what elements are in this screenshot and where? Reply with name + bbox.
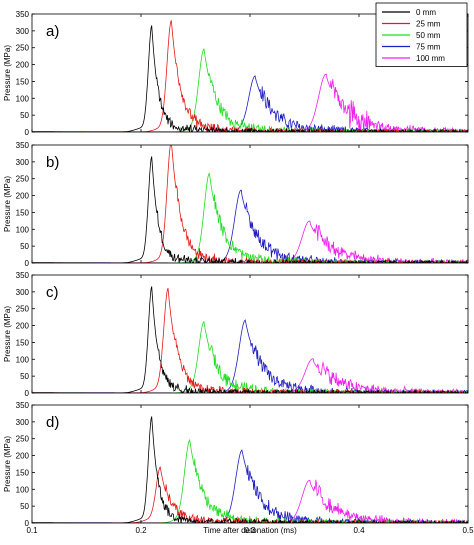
y-tick-label: 150 — [16, 468, 30, 477]
legend: 0 mm 25 mm 50 mm 75 mm 100 mm — [375, 2, 468, 67]
y-tick-label: 50 — [20, 242, 29, 251]
panel-label: b) — [46, 154, 59, 171]
y-tick-label: 300 — [16, 418, 30, 427]
y-tick-label: 100 — [16, 485, 30, 494]
plot-frame — [31, 404, 469, 524]
series-line-25-mm — [32, 145, 468, 263]
panel-d: 0 50 100 150 200 250 300 350 0.1 0.2 0.3 0.4 0.5 Pres… — [3, 401, 474, 535]
y-tick-label: 200 — [16, 322, 30, 331]
legend-label-75-mm: 75 mm — [416, 43, 441, 52]
panel-b: 0 50 100 150 200 250 300 350 Pressure (MPa) b) — [3, 141, 469, 268]
x-tick-label: 0.5 — [462, 526, 474, 535]
x-tick-label: 0.2 — [135, 526, 147, 535]
y-tick-label: 250 — [16, 175, 30, 184]
series-line-0-mm — [32, 286, 468, 393]
y-tick-label: 350 — [16, 141, 30, 150]
y-axis-title: Pressure (MPa) — [3, 436, 12, 492]
series-lines — [32, 416, 468, 523]
plot-frame — [31, 144, 469, 264]
y-tick-label: 0 — [25, 128, 30, 137]
y-tick-label: 0 — [25, 519, 30, 528]
y-tick-label: 200 — [16, 452, 30, 461]
series-lines — [32, 145, 468, 263]
series-line-75-mm — [32, 449, 468, 523]
x-axis-title: Time after detonation (ms) — [203, 526, 297, 535]
panel-c: 0 50 100 150 200 250 300 350 Pressure (MPa) c) — [3, 271, 469, 398]
y-tick-label: 250 — [16, 305, 30, 314]
series-line-75-mm — [32, 75, 468, 132]
legend-label-0-mm: 0 mm — [416, 8, 436, 17]
series-line-50-mm — [32, 172, 468, 263]
series-lines — [32, 286, 468, 393]
y-tick-label: 350 — [16, 401, 30, 410]
y-tick-label: 100 — [16, 94, 30, 103]
series-line-100-mm — [32, 73, 468, 132]
plot-frame — [31, 274, 469, 394]
series-line-75-mm — [32, 319, 468, 393]
x-tick-label: 0.1 — [26, 526, 38, 535]
y-tick-label: 250 — [16, 44, 30, 53]
y-axis-title: Pressure (MPa) — [3, 306, 12, 362]
series-line-25-mm — [32, 466, 468, 523]
y-tick-label: 350 — [16, 10, 30, 19]
panel-label: a) — [46, 23, 59, 40]
legend-label-100-mm: 100 mm — [416, 54, 445, 63]
y-tick-label: 150 — [16, 338, 30, 347]
y-tick-label: 100 — [16, 355, 30, 364]
y-tick-label: 200 — [16, 192, 30, 201]
series-line-100-mm — [32, 358, 468, 393]
series-line-0-mm — [32, 25, 468, 132]
series-line-50-mm — [32, 438, 468, 523]
y-tick-label: 50 — [20, 502, 29, 511]
series-line-50-mm — [32, 320, 468, 393]
panel-label: c) — [46, 284, 59, 301]
y-tick-label: 300 — [16, 288, 30, 297]
y-tick-label: 300 — [16, 27, 30, 36]
y-tick-label: 150 — [16, 77, 30, 86]
y-tick-label: 50 — [20, 111, 29, 120]
legend-label-25-mm: 25 mm — [416, 20, 441, 29]
y-tick-label: 300 — [16, 158, 30, 167]
panel-a: 0 50 100 150 200 250 300 350 Pressure (MPa) a) — [3, 10, 469, 137]
x-tick-label: 0.4 — [353, 526, 365, 535]
y-tick-label: 50 — [20, 372, 29, 381]
y-tick-label: 250 — [16, 435, 30, 444]
panel-label: d) — [46, 414, 59, 431]
series-line-0-mm — [32, 156, 468, 263]
y-tick-label: 100 — [16, 225, 30, 234]
y-tick-label: 150 — [16, 208, 30, 217]
y-tick-label: 350 — [16, 271, 30, 280]
y-tick-label: 0 — [25, 259, 30, 268]
series-line-75-mm — [32, 189, 468, 263]
y-tick-label: 200 — [16, 61, 30, 70]
series-line-25-mm — [32, 20, 468, 132]
legend-label-50-mm: 50 mm — [416, 31, 441, 40]
y-axis-title: Pressure (MPa) — [3, 45, 12, 101]
y-tick-label: 0 — [25, 389, 30, 398]
x-tick-label: 0.3 — [244, 526, 256, 535]
y-axis-title: Pressure (MPa) — [3, 176, 12, 232]
series-line-25-mm — [32, 287, 468, 393]
